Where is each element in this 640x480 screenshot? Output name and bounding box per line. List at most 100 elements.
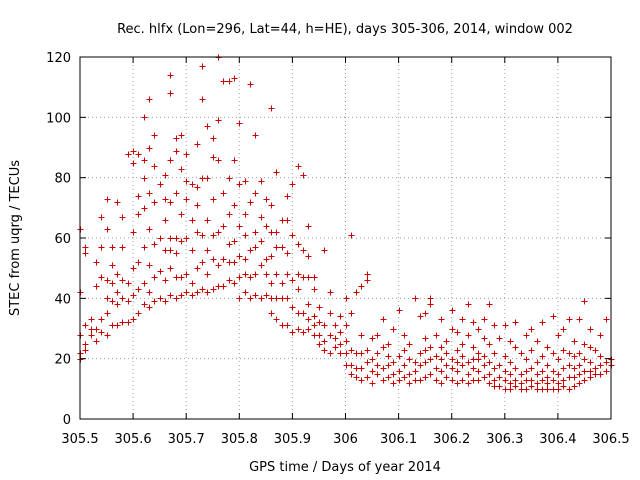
x-tick-label: 305.5	[61, 432, 98, 447]
data-point	[401, 332, 408, 339]
data-point	[475, 350, 482, 357]
data-point	[247, 247, 254, 254]
data-point	[88, 332, 95, 339]
data-point	[93, 259, 100, 266]
data-point	[528, 377, 535, 384]
data-point	[507, 380, 514, 387]
x-tick-label: 306.3	[486, 432, 523, 447]
data-point	[412, 359, 419, 366]
data-point	[300, 247, 307, 254]
data-point	[348, 232, 355, 239]
data-point	[82, 341, 89, 348]
data-point	[279, 244, 286, 251]
data-point	[369, 335, 376, 342]
data-point	[316, 341, 323, 348]
data-point	[247, 199, 254, 206]
data-point	[215, 262, 222, 269]
data-point	[459, 353, 466, 360]
data-point	[300, 310, 307, 317]
data-point	[151, 132, 158, 139]
data-point	[486, 371, 493, 378]
data-point	[226, 175, 233, 182]
data-point	[104, 332, 111, 339]
data-point	[204, 271, 211, 278]
data-point	[220, 223, 227, 230]
x-tick-label: 306	[333, 432, 358, 447]
data-point	[167, 235, 174, 242]
data-point	[364, 347, 371, 354]
data-point	[189, 217, 196, 224]
data-point	[231, 75, 238, 82]
data-point	[305, 253, 312, 260]
data-point	[422, 359, 429, 366]
data-point	[252, 244, 259, 251]
data-point	[98, 244, 105, 251]
x-tick-label: 305.8	[221, 432, 258, 447]
data-point	[555, 332, 562, 339]
data-point	[380, 377, 387, 384]
data-point	[210, 232, 217, 239]
data-point	[173, 190, 180, 197]
y-axis-label: STEC from uqrg / TECUs	[8, 160, 23, 316]
data-point	[289, 277, 296, 284]
data-point	[109, 244, 116, 251]
data-point	[199, 286, 206, 293]
data-point	[242, 232, 249, 239]
data-point	[210, 135, 217, 142]
data-point	[427, 344, 434, 351]
data-point	[358, 365, 365, 372]
data-point	[104, 226, 111, 233]
data-point	[327, 310, 334, 317]
data-point	[82, 250, 89, 257]
data-point	[215, 229, 222, 236]
data-point	[512, 383, 519, 390]
data-point	[433, 365, 440, 372]
data-point	[311, 274, 318, 281]
data-point	[597, 371, 604, 378]
data-point	[544, 374, 551, 381]
data-point	[295, 286, 302, 293]
data-point	[550, 313, 557, 320]
data-point	[528, 383, 535, 390]
data-point	[465, 332, 472, 339]
data-point	[146, 289, 153, 296]
data-point	[220, 190, 227, 197]
data-point	[597, 332, 604, 339]
data-point	[135, 211, 142, 218]
data-point	[130, 148, 137, 155]
data-point	[486, 301, 493, 308]
data-point	[215, 157, 222, 164]
data-point	[210, 256, 217, 263]
data-point	[242, 211, 249, 218]
data-point	[337, 341, 344, 348]
data-point	[305, 274, 312, 281]
data-point	[242, 178, 249, 185]
data-point	[544, 386, 551, 393]
data-point	[581, 341, 588, 348]
data-point	[114, 322, 121, 329]
data-point	[151, 274, 158, 281]
data-point	[454, 368, 461, 375]
data-point	[449, 307, 456, 314]
data-point	[433, 332, 440, 339]
data-point	[396, 307, 403, 314]
data-point	[560, 377, 567, 384]
data-point	[422, 374, 429, 381]
data-point	[194, 289, 201, 296]
data-point	[104, 277, 111, 284]
data-point	[167, 157, 174, 164]
data-point	[273, 295, 280, 302]
data-point	[380, 365, 387, 372]
data-point	[507, 359, 514, 366]
data-point	[566, 386, 573, 393]
data-point	[603, 368, 610, 375]
data-point	[449, 356, 456, 363]
data-point	[258, 295, 265, 302]
data-point	[581, 377, 588, 384]
data-point	[98, 316, 105, 323]
data-point	[422, 347, 429, 354]
data-point	[390, 326, 397, 333]
data-point	[151, 199, 158, 206]
data-point	[502, 353, 509, 360]
data-point	[300, 329, 307, 336]
